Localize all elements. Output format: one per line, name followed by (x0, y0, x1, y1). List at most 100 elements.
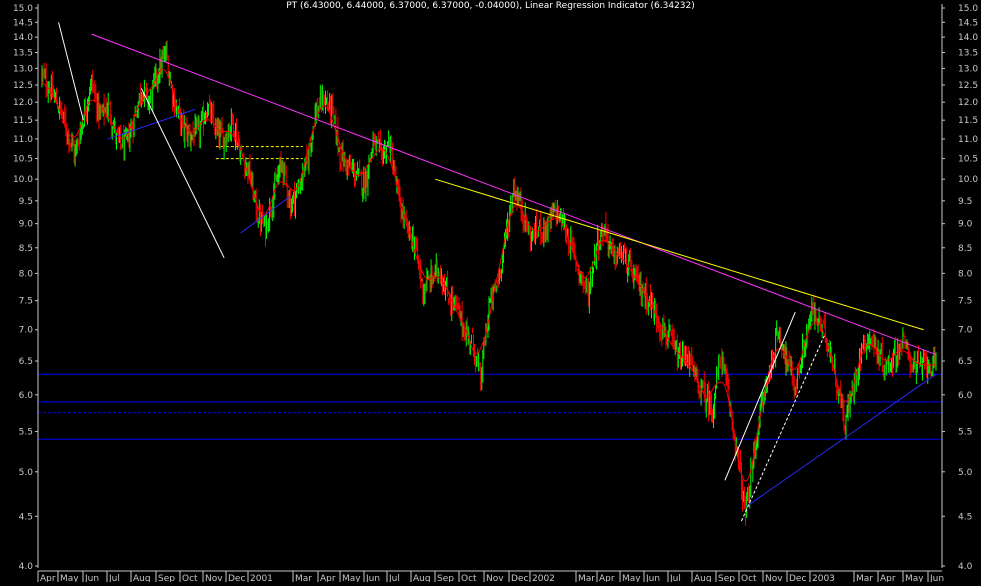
x-tick-label: Aug (133, 574, 151, 582)
y-tick-label-left: 7.5 (19, 297, 33, 307)
trendlines-layer (58, 22, 937, 522)
x-tick-label: Jun (645, 574, 660, 582)
y-tick-label-right: 7.0 (958, 326, 973, 336)
x-tick-label: Nov (765, 574, 783, 582)
x-tick-label: Sep (158, 574, 175, 582)
linear-regression-line (41, 68, 937, 482)
y-tick-label-right: 8.5 (958, 244, 972, 254)
x-tick-label: Aug (413, 574, 431, 582)
x-tick-label: Sep (718, 574, 735, 582)
x-tick-label: 2003 (812, 574, 835, 582)
y-tick-label-left: 5.5 (19, 428, 33, 438)
y-tick-label-left: 11.0 (13, 135, 33, 145)
x-tick-label: Mar (856, 574, 873, 582)
y-tick-label-left: 5.0 (19, 468, 34, 478)
x-tick-label: Oct (741, 574, 757, 582)
y-tick-label-left: 8.0 (19, 269, 34, 279)
y-axis-right: 4.0 4.5 5.0 5.5 6.0 6.5 7.0 7.5 8.0 8.5 9.0 9.5 10.0… (941, 4, 978, 572)
x-tick-label: Nov (205, 574, 223, 582)
y-tick-label-left: 4.5 (19, 512, 33, 522)
y-tick-label-right: 4.5 (958, 512, 972, 522)
y-tick-label-right: 9.0 (958, 220, 973, 230)
candles-layer (41, 40, 937, 526)
trendline-blue-4 (745, 373, 937, 508)
horizontal-lines-layer (38, 146, 942, 440)
x-tick-label: Jun (929, 574, 944, 582)
x-tick-label: Jul (108, 574, 120, 582)
x-tick-label: May (622, 574, 641, 582)
y-tick-label-left: 6.0 (19, 391, 34, 401)
x-tick-label: Jul (388, 574, 400, 582)
y-tick-label-right: 15.0 (958, 4, 978, 14)
y-tick-label-left: 8.5 (19, 244, 33, 254)
x-tick-label: 2002 (532, 574, 555, 582)
x-tick-label: Dec (789, 574, 806, 582)
trendline-magenta-0 (91, 33, 937, 356)
y-tick-label-right: 11.5 (958, 116, 978, 126)
y-tick-label-right: 6.5 (958, 357, 972, 367)
y-tick-label-right: 12.5 (958, 81, 978, 91)
y-tick-label-right: 13.5 (958, 48, 978, 58)
x-tick-label: Oct (461, 574, 477, 582)
y-tick-label-right: 6.0 (958, 391, 973, 401)
x-tick-label: Jun (365, 574, 380, 582)
y-tick-label-left: 4.0 (19, 562, 34, 572)
x-tick-label: Mar (295, 574, 312, 582)
regression-line-layer (41, 68, 937, 482)
y-tick-label-right: 10.5 (958, 155, 978, 165)
x-tick-label: Nov (486, 574, 504, 582)
y-tick-label-left: 7.0 (19, 326, 34, 336)
x-tick-label: Dec (511, 574, 528, 582)
y-tick-label-right: 12.0 (958, 98, 978, 108)
y-tick-label-right: 8.0 (958, 269, 973, 279)
x-tick-label: May (342, 574, 361, 582)
x-axis: Apr May Jun Jul Aug Sep Oct Nov Dec 2001 Mar Apr May… (37, 570, 944, 584)
y-tick-label-left: 15.0 (13, 4, 33, 14)
x-tick-label: Apr (320, 574, 336, 582)
y-tick-label-right: 5.5 (958, 428, 972, 438)
y-tick-label-left: 9.0 (19, 220, 34, 230)
x-tick-label: Aug (694, 574, 712, 582)
x-tick-label: Apr (40, 574, 56, 582)
x-tick-label: Oct (182, 574, 198, 582)
x-tick-label: Jul (669, 574, 681, 582)
x-tick-label: May (60, 574, 79, 582)
y-tick-label-right: 9.5 (958, 197, 972, 207)
y-tick-label-left: 10.5 (13, 155, 33, 165)
x-tick-label: Apr (599, 574, 615, 582)
trendline-yellow-1 (435, 178, 924, 331)
y-tick-label-right: 11.0 (958, 135, 978, 145)
y-tick-label-right: 14.0 (958, 33, 978, 43)
x-tick-label: Mar (578, 574, 595, 582)
y-tick-label-right: 13.0 (958, 64, 978, 74)
trendline-white-7 (741, 335, 825, 522)
y-tick-label-left: 13.5 (13, 48, 33, 58)
x-tick-label: Sep (437, 574, 454, 582)
x-tick-label: 2001 (250, 574, 273, 582)
y-tick-label-left: 6.5 (19, 357, 33, 367)
chart-title: PT (6.43000, 6.44000, 6.37000, 6.37000, … (286, 1, 695, 11)
y-tick-label-left: 12.0 (13, 98, 33, 108)
y-tick-label-left: 10.0 (13, 175, 33, 185)
y-tick-label-left: 9.5 (19, 197, 33, 207)
y-tick-label-right: 7.5 (958, 297, 972, 307)
x-tick-label: Dec (228, 574, 245, 582)
trendline-blue-3 (240, 196, 291, 234)
y-tick-label-right: 10.0 (958, 175, 978, 185)
trendline-blue-2 (108, 108, 196, 140)
y-tick-label-left: 11.5 (13, 116, 33, 126)
trendline-white-8 (58, 22, 84, 121)
trendline-white-5 (140, 88, 225, 259)
trendline-white-6 (724, 311, 796, 481)
x-tick-label: Apr (880, 574, 896, 582)
y-tick-label-left: 14.5 (13, 18, 33, 28)
y-tick-label-right: 14.5 (958, 18, 978, 28)
y-tick-label-left: 12.5 (13, 81, 33, 91)
x-tick-label: May (905, 574, 924, 582)
x-tick-label: Jun (84, 574, 99, 582)
y-tick-label-right: 5.0 (958, 468, 973, 478)
y-axis-left: 4.0 4.5 5.0 5.5 6.0 6.5 7.0 7.5 8.0 8.5 9.0 9.5 10.0… (13, 4, 39, 572)
y-tick-label-left: 14.0 (13, 33, 33, 43)
